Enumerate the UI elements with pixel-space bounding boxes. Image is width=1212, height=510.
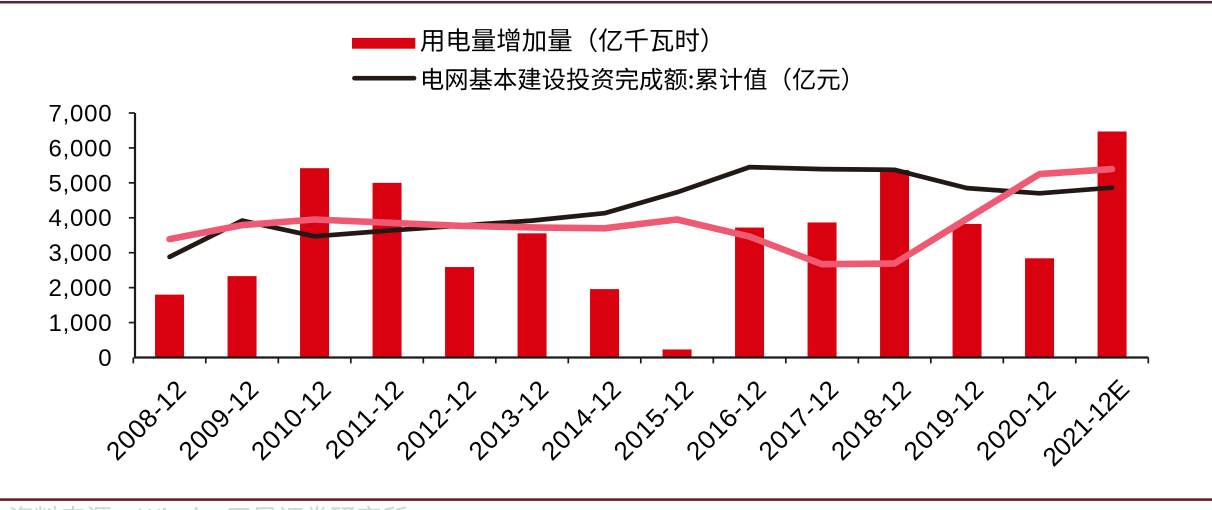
svg-text:3,000: 3,000 (48, 240, 112, 267)
svg-text:2015-12: 2015-12 (608, 374, 700, 466)
svg-text:2019-12: 2019-12 (898, 374, 990, 466)
svg-text:7,000: 7,000 (48, 100, 112, 127)
svg-text:4,000: 4,000 (48, 205, 112, 232)
svg-text:2010-12: 2010-12 (245, 374, 337, 466)
svg-text:2014-12: 2014-12 (535, 374, 627, 466)
svg-text:2012-12: 2012-12 (390, 374, 482, 466)
svg-text:0: 0 (98, 345, 112, 372)
svg-text:2016-12: 2016-12 (680, 374, 772, 466)
svg-text:2013-12: 2013-12 (463, 374, 555, 466)
svg-text:1,000: 1,000 (48, 310, 112, 337)
svg-text:2008-12: 2008-12 (100, 374, 192, 466)
svg-text:5,000: 5,000 (48, 170, 112, 197)
svg-text:2009-12: 2009-12 (173, 374, 265, 466)
svg-text:2,000: 2,000 (48, 275, 112, 302)
svg-text:6,000: 6,000 (48, 135, 112, 162)
svg-text:2018-12: 2018-12 (825, 374, 917, 466)
svg-text:2017-12: 2017-12 (753, 374, 845, 466)
